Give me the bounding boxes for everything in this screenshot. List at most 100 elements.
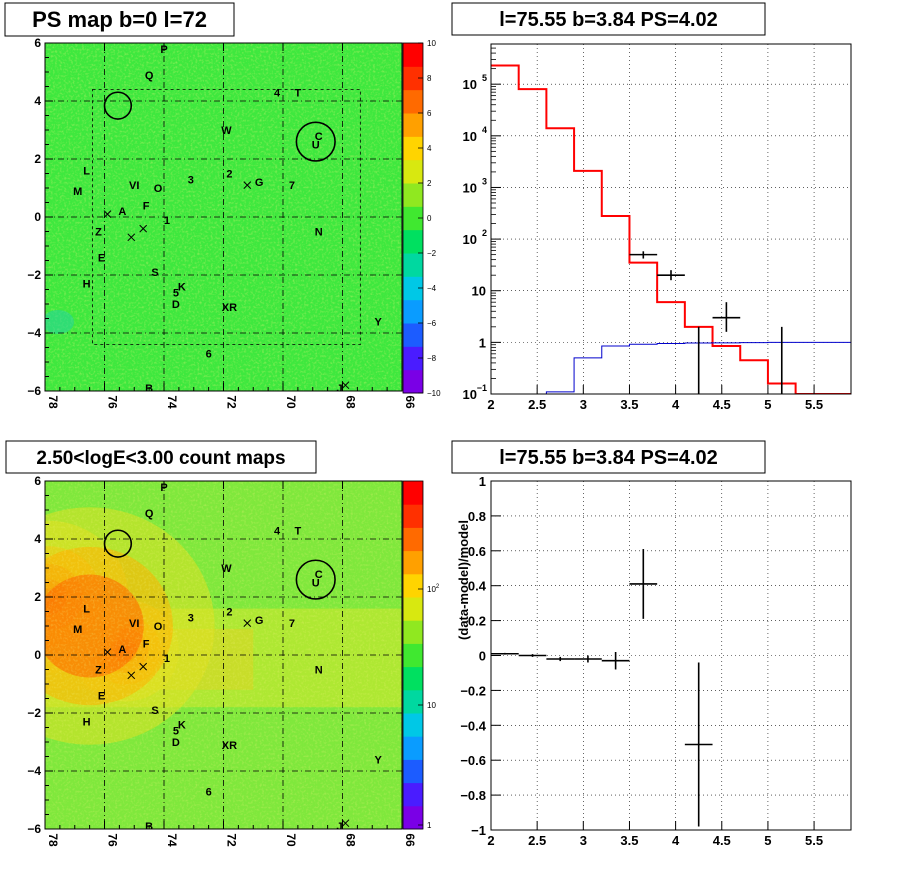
colorbar-swatch xyxy=(403,89,423,114)
target-circle xyxy=(295,121,336,162)
target-circle xyxy=(295,559,336,600)
x-tick-label: 4.5 xyxy=(713,397,731,412)
colorbar-swatch xyxy=(403,299,423,324)
colorbar-swatch xyxy=(403,229,423,254)
y-tick-label: 0.6 xyxy=(468,544,486,559)
x-tick-label: 2.5 xyxy=(528,397,546,412)
colorbar-swatch xyxy=(403,66,423,91)
source-cross xyxy=(139,662,148,671)
x-tick-label: 2 xyxy=(487,397,494,412)
y-tick-label: 10 xyxy=(463,77,477,92)
spectrum-frame xyxy=(490,43,852,395)
source-label: E xyxy=(98,253,105,265)
y-tick-label: 6 xyxy=(34,36,41,50)
source-label: 7 xyxy=(289,618,295,630)
y-tick-label: −6 xyxy=(27,822,41,836)
source-label: U xyxy=(312,140,320,152)
x-tick-label: 2 xyxy=(487,833,494,848)
source-label: 6 xyxy=(206,786,212,798)
colorbar-tick-label: −6 xyxy=(427,319,437,328)
x-tick-label: 3.5 xyxy=(620,833,638,848)
colorbar-swatch xyxy=(403,643,423,668)
source-label: F xyxy=(143,200,150,212)
source-label: VI xyxy=(129,618,139,630)
x-tick-label: 68 xyxy=(344,833,358,847)
y-tick-label: −0.6 xyxy=(460,753,486,768)
colorbar-tick-exponent: 2 xyxy=(436,584,440,590)
y-tick-label: −1 xyxy=(471,823,486,838)
colorbar-swatch xyxy=(403,253,423,277)
source-label: S xyxy=(151,267,158,279)
source-label: C xyxy=(315,131,323,143)
source-label: 2 xyxy=(226,607,232,619)
colorbar-tick-label: −2 xyxy=(427,249,437,258)
source-label: 7 xyxy=(289,180,295,192)
source-label: VI xyxy=(129,180,139,192)
count-map-title: 2.50<logE<3.00 count maps xyxy=(36,448,285,469)
x-tick-label: 76 xyxy=(106,833,120,847)
x-tick-label: 74 xyxy=(165,395,179,409)
count-map-colorbar: 1 10 102 xyxy=(402,480,440,830)
source-label: D xyxy=(172,737,180,749)
ps-map-cool-patch xyxy=(45,310,74,334)
colorbar-tick-label: −10 xyxy=(427,389,441,398)
y-tick-label: 10 xyxy=(463,129,477,144)
y-tick-label: −4 xyxy=(27,326,41,340)
colorbar-swatch xyxy=(403,620,423,644)
colorbar-swatch xyxy=(403,805,423,830)
source-label: 5 xyxy=(173,725,179,737)
ps-map-colorbar: −10 −8 −6 −4 −2 0 2 4 6 8 10 xyxy=(402,39,441,398)
x-tick-label: 3 xyxy=(580,833,587,848)
target-circle xyxy=(103,529,133,558)
colorbar-swatch xyxy=(403,43,423,67)
colorbar-swatch xyxy=(403,573,423,598)
x-tick-label: 78 xyxy=(46,833,60,847)
x-tick-label: 3 xyxy=(580,397,587,412)
colorbar-swatch xyxy=(403,369,423,394)
model-step-line xyxy=(491,64,851,394)
source-label: J xyxy=(336,383,342,395)
y-tick-label: −4 xyxy=(27,764,41,778)
x-tick-label: 66 xyxy=(403,395,417,409)
source-label: Q xyxy=(145,70,154,82)
source-label: A xyxy=(118,644,126,656)
source-label: D xyxy=(172,299,180,311)
source-label: 2 xyxy=(226,169,232,181)
source-label: 4 xyxy=(274,87,281,99)
colorbar-swatch xyxy=(403,689,423,714)
x-tick-label: 70 xyxy=(284,833,298,847)
y-tick-label: 10 xyxy=(463,232,477,247)
source-label: Z xyxy=(95,227,102,239)
colorbar-tick-label: 10 xyxy=(427,701,436,710)
source-cross xyxy=(243,619,252,627)
source-label: 3 xyxy=(188,174,194,186)
source-label: Y xyxy=(375,754,383,766)
y-tick-exponent: −1 xyxy=(477,383,487,393)
source-label: 6 xyxy=(206,348,212,360)
source-label: H xyxy=(83,717,91,729)
y-tick-label: −6 xyxy=(27,384,41,398)
source-label: F xyxy=(143,638,150,650)
source-cross xyxy=(103,648,112,656)
y-tick-label: 1 xyxy=(479,474,486,489)
colorbar-tick-label: 6 xyxy=(427,109,432,118)
source-label: O xyxy=(154,183,163,195)
source-label: S xyxy=(151,705,158,717)
source-label: N xyxy=(315,665,323,677)
source-label: XR xyxy=(222,740,237,752)
roi-box xyxy=(92,89,361,345)
colorbar-swatch xyxy=(403,346,423,371)
y-tick-exponent: 2 xyxy=(482,228,487,238)
colorbar-swatch xyxy=(403,136,423,161)
y-tick-exponent: 5 xyxy=(482,73,487,83)
colorbar-swatch xyxy=(403,666,423,691)
y-tick-label: 6 xyxy=(34,474,41,488)
spectrum-title-box xyxy=(451,2,766,36)
y-tick-exponent: 4 xyxy=(482,125,487,135)
x-tick-label: 66 xyxy=(403,833,417,847)
residual-title: l=75.55 b=3.84 PS=4.02 xyxy=(499,447,718,469)
ps-map-title-box xyxy=(4,2,235,37)
source-label: Z xyxy=(95,665,102,677)
y-tick-label: 1 xyxy=(479,335,486,350)
y-tick-label: 2 xyxy=(34,152,41,166)
